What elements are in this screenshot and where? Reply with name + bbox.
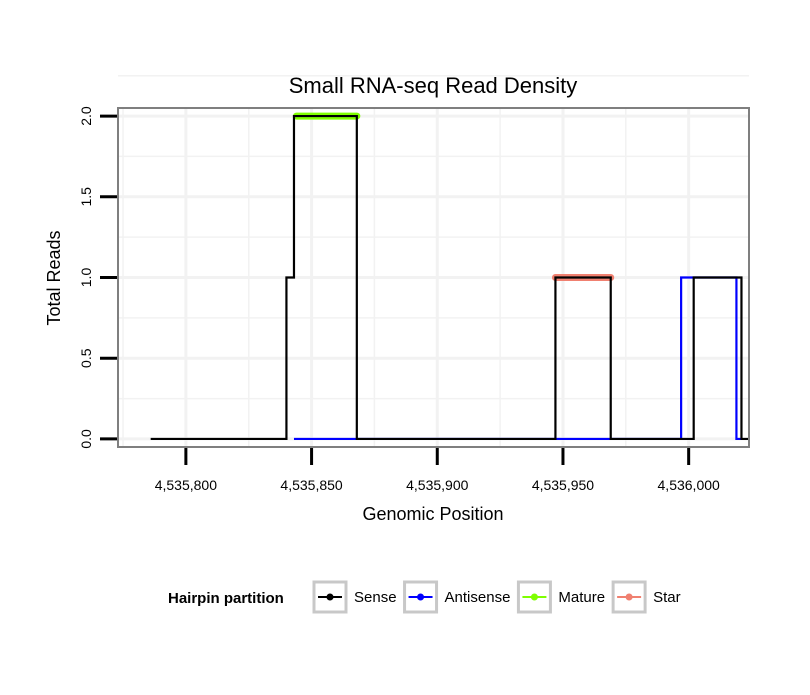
y-tick-label: 1.5 xyxy=(78,187,94,207)
series-layer xyxy=(150,112,749,441)
series-line-sense xyxy=(150,114,749,441)
legend-item-star: Star xyxy=(611,580,681,614)
x-axis-label: Genomic Position xyxy=(362,504,503,524)
chart-title: Small RNA-seq Read Density xyxy=(289,73,578,98)
grid-lines xyxy=(118,74,749,447)
y-tick-label: 0.5 xyxy=(78,348,94,368)
legend-key-dot xyxy=(625,593,633,601)
legend-label: Antisense xyxy=(445,589,511,606)
legend-label: Sense xyxy=(354,589,397,606)
x-tick-label: 4,536,000 xyxy=(658,477,720,493)
x-tick-label: 4,535,850 xyxy=(280,477,342,493)
legend-item-mature: Mature xyxy=(516,580,605,614)
legend-item-sense: Sense xyxy=(312,580,397,614)
y-tick-label: 1.0 xyxy=(78,268,94,288)
x-axis: 4,535,800 4,535,850 4,535,900 4,535,950 4,53… xyxy=(155,448,720,493)
y-tick-label: 2.0 xyxy=(78,106,94,126)
x-tick-label: 4,535,950 xyxy=(532,477,594,493)
legend-key-dot xyxy=(530,593,538,601)
x-tick-label: 4,535,800 xyxy=(155,477,217,493)
y-axis: 0.0 0.5 1.0 1.5 2.0 xyxy=(78,106,117,449)
legend-label: Mature xyxy=(558,589,605,606)
legend: Hairpin partition Sense Antisense Mature St… xyxy=(168,580,681,614)
legend-key-dot xyxy=(326,593,334,601)
y-axis-label: Total Reads xyxy=(44,230,64,325)
legend-label: Star xyxy=(653,589,681,606)
legend-item-antisense: Antisense xyxy=(403,580,511,614)
plot-panel-border xyxy=(117,107,750,448)
x-tick-label: 4,535,900 xyxy=(406,477,468,493)
legend-key-dot xyxy=(417,593,425,601)
y-tick-label: 0.0 xyxy=(78,429,94,449)
legend-title: Hairpin partition xyxy=(168,590,284,607)
